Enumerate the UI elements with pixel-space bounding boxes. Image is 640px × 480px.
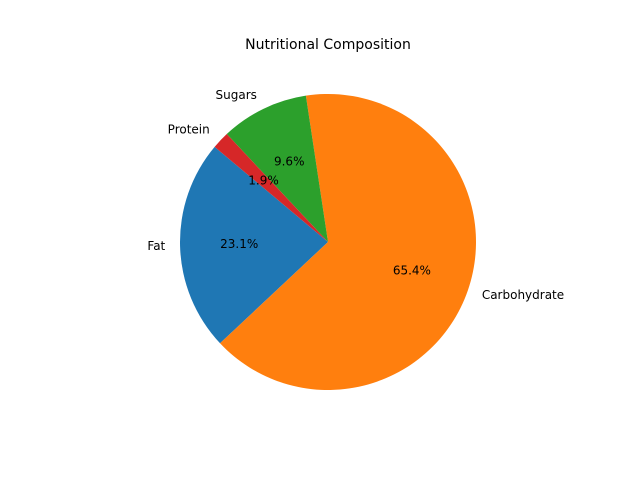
percent-label-sugars: 9.6%: [274, 155, 305, 169]
category-label-protein: Protein: [168, 123, 210, 137]
pie-labels: Fat 23.1% Carbohydrate 65.4% Sugars 9.6% Prote…: [147, 88, 564, 302]
percent-label-fat: 23.1%: [220, 237, 258, 251]
category-label-fat: Fat: [147, 239, 165, 253]
pie-slices: [179, 93, 476, 390]
pie-slice-carbohydrate: [220, 93, 476, 390]
pie-slice-fat: [179, 146, 328, 344]
chart-title: Nutritional Composition: [245, 37, 411, 53]
percent-label-protein: 1.9%: [248, 173, 279, 187]
category-label-sugars: Sugars: [216, 88, 257, 102]
category-label-carbohydrate: Carbohydrate: [482, 288, 564, 302]
pie-slice-sugars: [226, 95, 328, 242]
percent-label-carbohydrate: 65.4%: [393, 264, 431, 278]
pie-slice-protein: [214, 134, 328, 242]
